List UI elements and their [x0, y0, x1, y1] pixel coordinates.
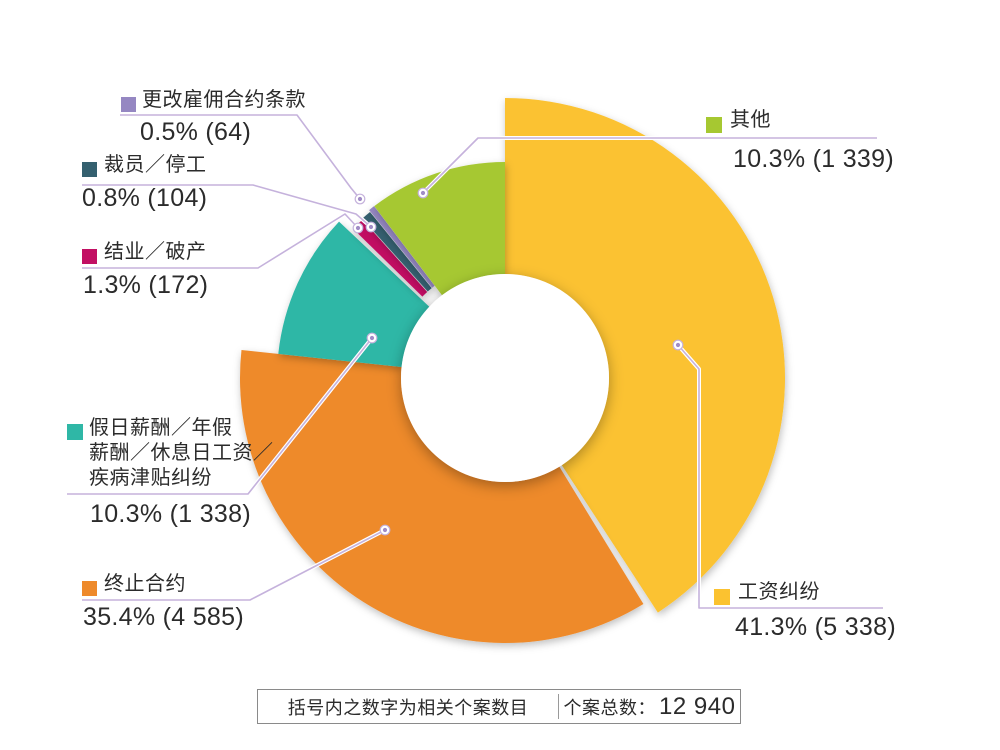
label-layoff-stoppage: 裁员／停工 0.8% (104): [82, 153, 207, 212]
slice-closure: [353, 219, 428, 297]
label-holiday-pay-disputes: 假日薪酬／年假 薪酬／休息日工资／ 疾病津贴纠纷 10.3% (1 338): [67, 416, 274, 528]
slice-label-text: 假日薪酬／年假 薪酬／休息日工资／ 疾病津贴纠纷: [89, 417, 274, 489]
slice-label-text: 其他: [730, 109, 771, 131]
slice-label-text: 结业／破产: [104, 241, 207, 263]
label-wage-disputes: 工资纠纷 41.3% (5 338): [714, 580, 896, 641]
leader-line-others: [422, 137, 877, 194]
legend-swatch-closure: [82, 249, 97, 264]
footnote-divider: [558, 694, 559, 719]
slice-value-text: 0.8% (104): [82, 184, 208, 212]
footnote-box: 括号内之数字为相关个案数目 个案总数： 12 940: [257, 689, 741, 724]
slice-label-text: 终止合约: [104, 573, 186, 595]
legend-swatch-termination: [82, 581, 97, 596]
slice-value-text: 0.5% (64): [140, 118, 252, 146]
leader-dot-wage: [675, 342, 681, 348]
slice-holiday: [278, 221, 430, 368]
leader-line-variation: [120, 114, 361, 200]
leader-dot-variation: [357, 196, 363, 202]
leader-line-layoff: [82, 184, 372, 228]
leader-line-wage: [677, 344, 883, 609]
total-cases: 个案总数： 12 940: [559, 693, 740, 721]
total-value: 12 940: [659, 692, 736, 720]
leader-dot-others: [420, 190, 426, 196]
slice-label-text: 裁员／停工: [104, 154, 207, 176]
footnote-text: 括号内之数字为相关个案数目: [287, 697, 529, 718]
leader-dot-holiday: [369, 335, 375, 341]
slice-label-text: 更改雇佣合约条款: [142, 89, 306, 111]
leader-dot-layoff: [368, 224, 374, 230]
leader-dot-closure: [355, 225, 361, 231]
donut-hole: [401, 274, 609, 482]
slice-wage: [505, 98, 786, 613]
leader-dot-termination: [382, 527, 388, 533]
legend-swatch-wage: [714, 589, 730, 605]
leader-lines: [67, 113, 883, 610]
legend-swatch-layoff: [82, 162, 97, 177]
slice-layoff: [362, 211, 432, 292]
slice-label-text: 工资纠纷: [738, 581, 820, 603]
donut-slices: [239, 98, 786, 644]
leader-line-closure: [82, 213, 359, 269]
leader-line-termination: [82, 529, 386, 601]
label-variation-of-contract-terms: 更改雇佣合约条款 0.5% (64): [120, 88, 306, 146]
slice-variation: [369, 206, 435, 288]
legend-swatch-others: [706, 117, 722, 133]
slice-value-text: 41.3% (5 338): [735, 613, 896, 641]
legend-swatch-holiday: [67, 424, 83, 440]
slice-termination: [239, 350, 644, 644]
slice-others: [374, 162, 505, 296]
leader-line-holiday: [67, 337, 373, 495]
label-closure-bankruptcy: 结业／破产 1.3% (172): [82, 240, 208, 299]
slice-value-text: 10.3% (1 339): [733, 145, 894, 173]
legend-swatch-variation: [121, 97, 136, 112]
slice-value-text: 1.3% (172): [83, 271, 209, 299]
label-others: 其他 10.3% (1 339): [706, 108, 894, 173]
total-label: 个案总数：: [563, 697, 657, 718]
slice-value-text: 10.3% (1 338): [90, 500, 251, 528]
label-termination-of-contract: 终止合约 35.4% (4 585): [82, 572, 244, 631]
slice-value-text: 35.4% (4 585): [83, 603, 244, 631]
